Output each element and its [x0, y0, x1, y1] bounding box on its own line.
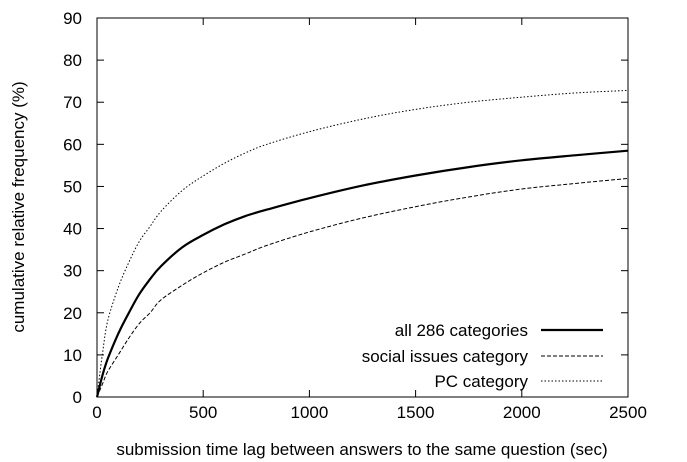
x-tick-label: 1000 — [290, 403, 328, 422]
x-tick-label: 2000 — [503, 403, 541, 422]
y-tick-label: 70 — [63, 93, 82, 112]
x-tick-label: 500 — [189, 403, 217, 422]
x-axis-label: submission time lag between answers to t… — [116, 440, 607, 459]
y-tick-label: 10 — [63, 346, 82, 365]
series-lines — [95, 89, 629, 398]
y-tick-label: 90 — [63, 9, 82, 28]
y-tick-label: 80 — [63, 51, 82, 70]
series-line-1 — [96, 177, 629, 398]
x-tick-label: 1500 — [397, 403, 435, 422]
y-tick-label: 20 — [63, 304, 82, 323]
x-tick-label: 0 — [92, 403, 101, 422]
y-tick-label: 50 — [63, 177, 82, 196]
series-line-2 — [96, 89, 629, 398]
axis-ticks — [96, 17, 629, 398]
plot-frame — [96, 17, 629, 398]
tick-labels: 0 500 1000 1500 2000 2500 0 10 20 30 40 50 60 70 80 90 — [63, 9, 647, 422]
legend-label: PC category — [434, 372, 528, 391]
y-tick-label: 0 — [73, 388, 82, 407]
x-tick-label: 2500 — [609, 403, 647, 422]
y-tick-label: 60 — [63, 135, 82, 154]
series-line-0 — [95, 149, 629, 398]
legend: all 286 categories social issues category… — [362, 321, 603, 391]
y-tick-label: 30 — [63, 262, 82, 281]
y-axis-label: cumulative relative frequency (%) — [9, 81, 28, 332]
legend-label: all 286 categories — [395, 321, 528, 340]
legend-label: social issues category — [362, 347, 529, 366]
y-tick-label: 40 — [63, 220, 82, 239]
